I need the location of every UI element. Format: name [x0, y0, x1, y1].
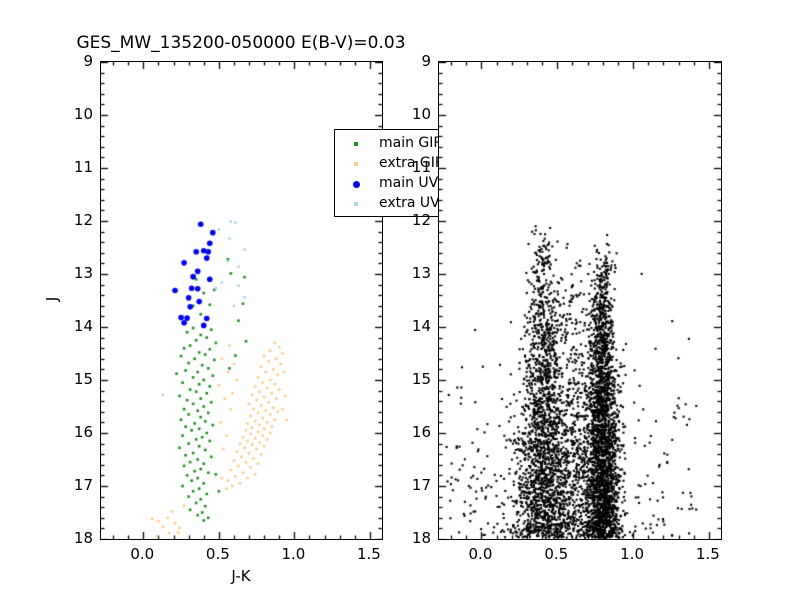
x-tick-label: 1.5 — [356, 545, 381, 563]
x-axis-label: J-K — [231, 567, 251, 585]
y-tick-label: 15 — [411, 370, 431, 388]
y-tick-label: 18 — [73, 529, 93, 547]
y-tick-label: 12 — [411, 211, 431, 229]
x-tick-label: 1.0 — [620, 545, 644, 563]
y-tick-label: 11 — [73, 158, 93, 176]
legend-item-main-uves: main UVES — [335, 173, 474, 193]
legend-label: extra UVES — [379, 195, 458, 211]
y-tick-label: 17 — [73, 476, 93, 494]
chart-title: GES_MW_135200-050000 E(B-V)=0.03 — [76, 33, 406, 53]
legend-item-extra-uves: extra UVES — [335, 193, 474, 213]
x-tick-label: 1.0 — [281, 545, 306, 563]
left-panel: main GIRAFFE extra GIRAFFE main UVES ext… — [100, 61, 479, 540]
y-tick-label: 16 — [411, 423, 431, 441]
y-tick-label: 9 — [83, 52, 93, 70]
y-tick-label: 13 — [73, 264, 93, 282]
x-tick-label: 0.5 — [544, 545, 569, 563]
y-tick-label: 13 — [411, 264, 431, 282]
y-tick-label: 14 — [73, 317, 93, 335]
right-panel — [438, 61, 722, 540]
y-tick-label: 16 — [73, 423, 93, 441]
y-tick-label: 11 — [411, 158, 431, 176]
y-tick-label: 10 — [73, 105, 93, 123]
legend-marker-main-uves — [349, 174, 363, 193]
legend-marker-main-giraffe — [349, 134, 363, 153]
y-axis-label: J — [43, 296, 61, 302]
y-tick-label: 9 — [421, 52, 431, 70]
y-tick-label: 17 — [411, 476, 431, 494]
legend-marker-extra-giraffe — [349, 154, 363, 173]
x-tick-label: 0.0 — [468, 545, 493, 563]
x-tick-label: 0.5 — [205, 545, 230, 563]
y-tick-label: 10 — [411, 105, 431, 123]
y-tick-label: 12 — [73, 211, 93, 229]
x-tick-label: 1.5 — [695, 545, 720, 563]
x-tick-label: 0.0 — [130, 545, 155, 563]
y-tick-label: 18 — [411, 529, 431, 547]
legend-marker-extra-uves — [349, 194, 363, 213]
y-tick-label: 14 — [411, 317, 431, 335]
legend-label: main UVES — [379, 175, 456, 191]
right-panel-canvas — [439, 62, 721, 539]
y-tick-label: 15 — [73, 370, 93, 388]
